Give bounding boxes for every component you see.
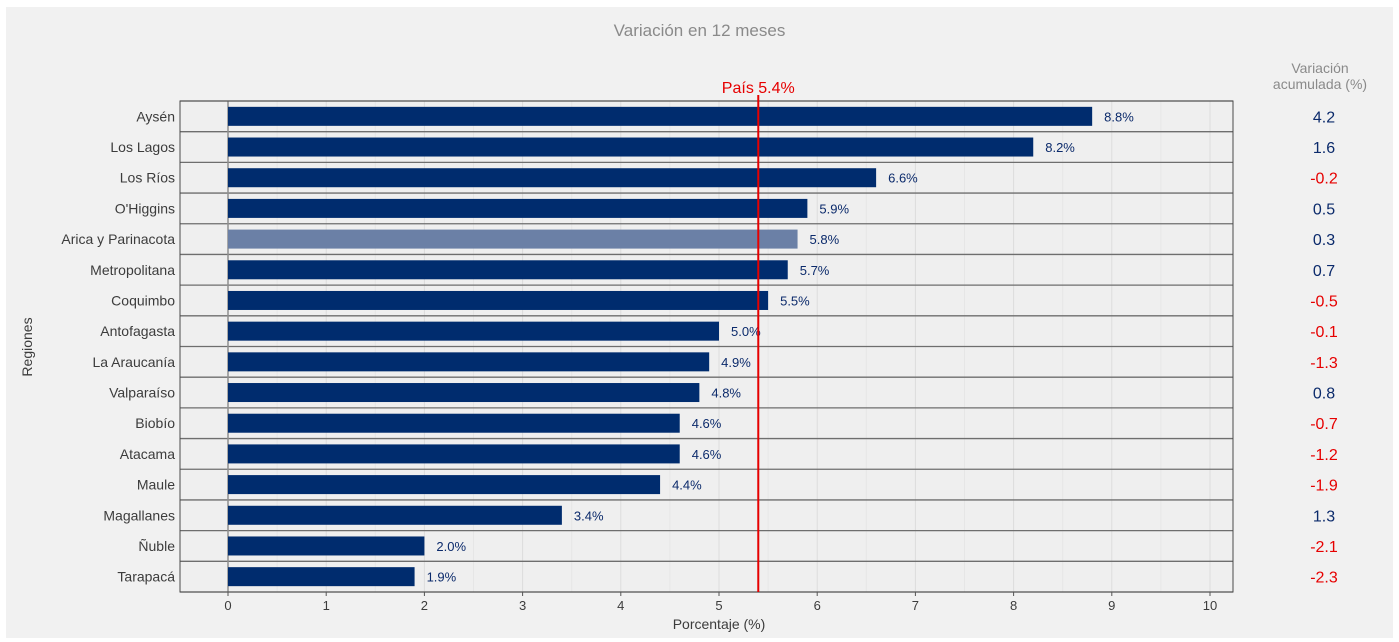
accumulated-value: 1.3 [1313, 508, 1335, 525]
category-label: Tarapacá [117, 569, 175, 585]
accumulated-value: -0.5 [1310, 293, 1338, 310]
accumulated-value: 0.8 [1313, 386, 1335, 403]
accumulated-header-line-2: acumulada (%) [1272, 76, 1368, 92]
bar-12 [228, 475, 661, 495]
accumulated-value: 0.7 [1313, 263, 1335, 280]
category-label: Los Lagos [110, 139, 175, 155]
bar-value-label: 4.9% [721, 355, 751, 370]
category-label: Ñuble [138, 538, 175, 554]
y-axis-title: Regiones [19, 317, 35, 376]
x-tick-label: 1 [323, 598, 330, 613]
accumulated-value: -2.3 [1310, 570, 1338, 587]
bar-5 [228, 260, 788, 280]
bar-value-label: 5.8% [810, 232, 840, 247]
accumulated-value: -1.3 [1310, 355, 1338, 372]
bar-0 [228, 106, 1093, 126]
bar-9 [228, 383, 700, 403]
bar-3 [228, 198, 808, 218]
bar-value-label: 1.9% [427, 570, 457, 585]
x-tick-label: 3 [519, 598, 526, 613]
bar-13 [228, 505, 562, 525]
category-label: Coquimbo [111, 292, 175, 308]
accumulated-value: -1.2 [1310, 447, 1338, 464]
bar-value-label: 6.6% [888, 171, 918, 186]
category-label: Magallanes [103, 507, 175, 523]
bar-10 [228, 413, 680, 433]
x-tick-label: 0 [224, 598, 231, 613]
bar-14 [228, 536, 425, 556]
category-label: Antofagasta [100, 323, 175, 339]
bar-value-label: 8.2% [1045, 140, 1075, 155]
bar-value-label: 5.9% [819, 201, 849, 216]
bar-11 [228, 444, 680, 464]
bar-1 [228, 137, 1034, 157]
category-label: Valparaíso [109, 385, 175, 401]
bar-value-label: 8.8% [1104, 109, 1134, 124]
x-tick-label: 8 [1010, 598, 1017, 613]
accumulated-value: -0.2 [1310, 171, 1338, 188]
bar-value-label: 3.4% [574, 508, 604, 523]
accumulated-value: 0.3 [1313, 232, 1335, 249]
bar-8 [228, 352, 710, 372]
category-label: Arica y Parinacota [61, 231, 175, 247]
accumulated-value: 0.5 [1313, 201, 1335, 218]
x-tick-label: 6 [814, 598, 821, 613]
bar-value-label: 4.4% [672, 478, 702, 493]
plot-border [179, 100, 1234, 593]
category-label: Atacama [120, 446, 175, 462]
chart-title: Variación en 12 meses [613, 21, 786, 40]
category-label: Aysén [136, 108, 175, 124]
accumulated-variation-header: Variación acumulada (%) [1250, 60, 1390, 92]
accumulated-value: 4.2 [1313, 109, 1335, 126]
accumulated-value: -2.1 [1310, 539, 1338, 556]
bar-value-label: 2.0% [436, 539, 466, 554]
accumulated-value: 1.6 [1313, 140, 1335, 157]
x-tick-label: 4 [617, 598, 624, 613]
bar-2 [228, 168, 877, 188]
accumulated-value: -0.7 [1310, 416, 1338, 433]
x-tick-label: 9 [1108, 598, 1115, 613]
category-label: O'Higgins [115, 200, 175, 216]
category-label: Los Ríos [120, 170, 175, 186]
bar-4 [228, 229, 798, 249]
category-label: Maule [137, 477, 175, 493]
bar-value-label: 4.8% [711, 386, 741, 401]
x-tick-label: 10 [1203, 598, 1217, 613]
category-label: La Araucanía [92, 354, 175, 370]
x-tick-label: 2 [421, 598, 428, 613]
accumulated-value: -0.1 [1310, 324, 1338, 341]
bar-value-label: 4.6% [692, 416, 722, 431]
category-label: Metropolitana [90, 262, 175, 278]
x-tick-label: 7 [912, 598, 919, 613]
x-axis-title: Porcentaje (%) [673, 616, 766, 632]
accumulated-value: -1.9 [1310, 478, 1338, 495]
bar-value-label: 4.6% [692, 447, 722, 462]
accumulated-header-line-1: Variación [1291, 60, 1349, 76]
bar-7 [228, 321, 719, 341]
x-tick-label: 5 [715, 598, 722, 613]
bar-6 [228, 290, 769, 310]
bar-value-label: 5.0% [731, 324, 761, 339]
bar-value-label: 5.7% [800, 263, 830, 278]
category-label: Biobío [135, 415, 175, 431]
bar-value-label: 5.5% [780, 293, 810, 308]
bar-15 [228, 567, 415, 587]
reference-line-label: País 5.4% [722, 80, 795, 97]
